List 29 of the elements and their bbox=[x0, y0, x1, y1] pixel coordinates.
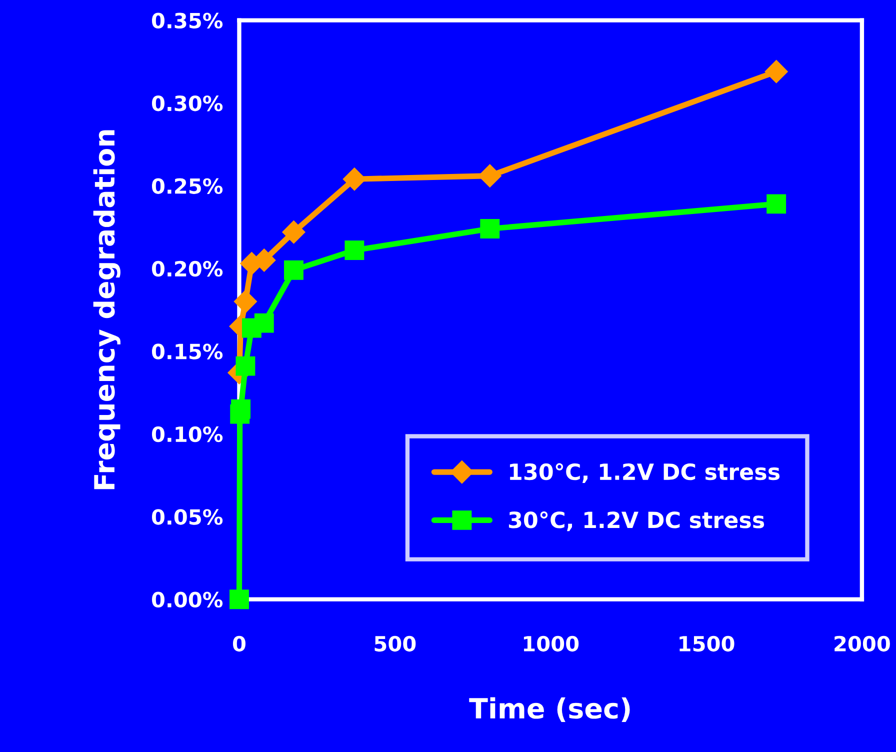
y-tick-label: 0.15% bbox=[152, 344, 223, 360]
y-tick-label: 0.20% bbox=[152, 260, 223, 277]
point bbox=[480, 219, 500, 238]
x-axis-title: Time (sec) bbox=[469, 697, 630, 722]
x-tick-label: 500 bbox=[374, 636, 416, 652]
x-tick-label: 2000 bbox=[834, 636, 890, 652]
y-tick-label: 0.30% bbox=[152, 95, 223, 112]
point bbox=[282, 220, 306, 244]
y-axis-title: Frequency degradation bbox=[93, 130, 120, 490]
point bbox=[234, 290, 257, 314]
point bbox=[766, 194, 786, 214]
x-tick-label: 0 bbox=[232, 636, 246, 652]
point bbox=[236, 356, 256, 376]
y-tick-label: 0.25% bbox=[152, 178, 223, 194]
point bbox=[284, 260, 304, 280]
y-tick-label: 0.35% bbox=[152, 12, 223, 29]
point bbox=[342, 168, 366, 191]
x-tick-label: 1500 bbox=[680, 636, 734, 652]
point bbox=[231, 399, 251, 419]
x-tick-label: 1000 bbox=[524, 636, 579, 652]
point bbox=[764, 60, 788, 84]
legend-label: 130°C, 1.2V DC stress bbox=[510, 463, 780, 483]
y-tick-label: 0.00% bbox=[152, 592, 223, 608]
legend-label: 30°C, 1.2V DC stress bbox=[508, 511, 764, 532]
y-tick-label: 0.10% bbox=[152, 426, 223, 442]
point bbox=[254, 313, 274, 333]
y-tick-label: 0.05% bbox=[152, 509, 223, 525]
point bbox=[344, 240, 364, 260]
point bbox=[230, 590, 249, 610]
